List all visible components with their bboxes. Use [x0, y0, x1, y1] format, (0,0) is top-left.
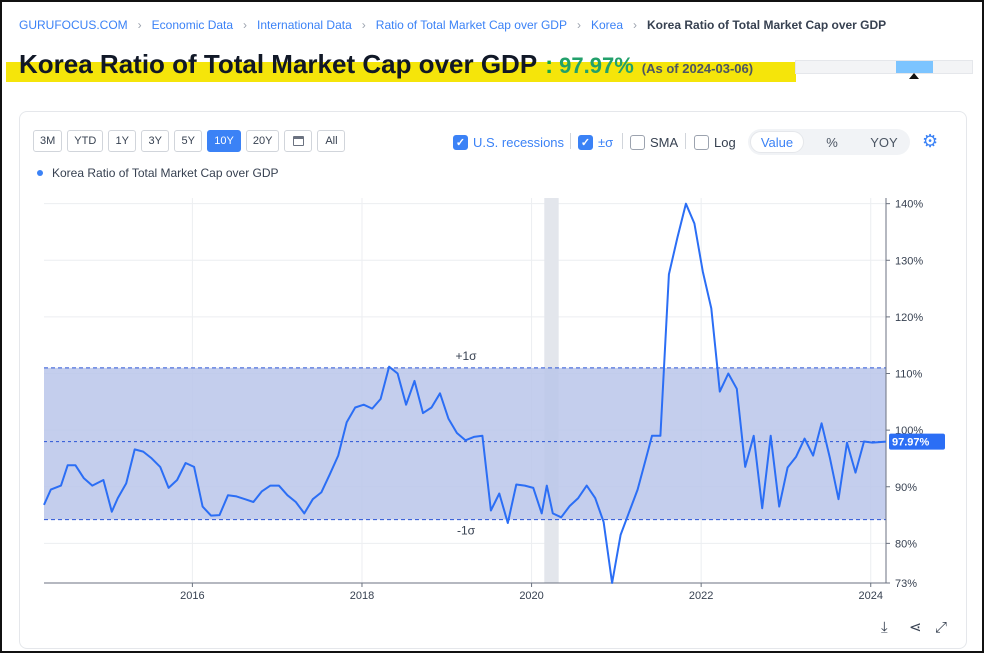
y-tick-label: 80% — [895, 538, 917, 550]
current-value: 97.97% — [559, 53, 634, 78]
checkbox-icon[interactable] — [630, 134, 645, 150]
y-tick-label: 140% — [895, 199, 923, 211]
chevron-right-icon: › — [243, 18, 248, 32]
range-buttons: 3M YTD 1Y 3Y 5Y 10Y 20Y All — [33, 130, 346, 152]
sigma-upper-label: +1σ — [455, 349, 477, 363]
checkbox-checked-icon[interactable]: ✓ — [453, 134, 468, 150]
mode-yoy[interactable]: YOY — [870, 134, 898, 150]
sma-toggle[interactable]: SMA — [630, 132, 678, 152]
breadcrumb-ratio[interactable]: Ratio of Total Market Cap over GDP — [375, 18, 567, 32]
chevron-right-icon: › — [137, 18, 142, 32]
range-1y[interactable]: 1Y — [108, 130, 137, 152]
gear-icon[interactable]: ⚙ — [922, 131, 939, 151]
x-tick-label: 2020 — [519, 590, 543, 602]
range-scrubber[interactable] — [795, 60, 973, 74]
page-title: Korea Ratio of Total Market Cap over GDP — [19, 49, 538, 79]
breadcrumb-current: Korea Ratio of Total Market Cap over GDP — [647, 18, 887, 32]
x-tick-label: 2018 — [350, 590, 374, 602]
chart-legend[interactable]: Korea Ratio of Total Market Cap over GDP — [37, 166, 279, 180]
share-icon[interactable]: ⋖ — [909, 619, 922, 636]
current-value-tag-label: 97.97% — [892, 437, 930, 449]
y-tick-label: 110% — [895, 369, 923, 381]
page-header: Korea Ratio of Total Market Cap over GDP… — [19, 49, 753, 80]
range-3m[interactable]: 3M — [33, 130, 63, 152]
series-line — [43, 202, 887, 584]
breadcrumb-korea[interactable]: Korea — [590, 18, 624, 32]
sigma-lower-label: -1σ — [457, 524, 476, 538]
y-tick-label: 90% — [895, 482, 917, 494]
chevron-right-icon: › — [576, 18, 581, 32]
as-of-date: (As of 2024-03-06) — [641, 61, 754, 76]
calendar-icon — [292, 136, 304, 146]
checkbox-icon[interactable] — [694, 134, 709, 150]
sigma-label: ±σ — [598, 134, 614, 150]
toolbar-divider — [685, 133, 686, 149]
current-value-tag — [889, 433, 945, 450]
mode-value[interactable]: Value — [750, 131, 804, 153]
checkbox-checked-icon[interactable]: ✓ — [578, 134, 593, 150]
us-recessions-toggle[interactable]: ✓ U.S. recessions — [453, 132, 564, 152]
range-20y[interactable]: 20Y — [245, 130, 280, 152]
chevron-right-icon: › — [361, 18, 366, 32]
toolbar-divider — [622, 133, 623, 149]
sigma-band — [44, 367, 886, 520]
range-all[interactable]: All — [317, 130, 346, 152]
x-tick-label: 2024 — [858, 590, 882, 602]
y-tick-label: 120% — [895, 312, 923, 324]
legend-label: Korea Ratio of Total Market Cap over GDP — [52, 166, 279, 180]
display-mode-switch: Value % YOY — [748, 129, 910, 155]
x-tick-label: 2016 — [180, 590, 204, 602]
sigma-toggle[interactable]: ✓ ±σ — [578, 132, 613, 152]
breadcrumb: GURUFOCUS.COM › Economic Data › Internat… — [19, 17, 886, 33]
toolbar-divider — [570, 133, 571, 149]
log-label: Log — [714, 134, 736, 150]
x-tick-label: 2022 — [689, 590, 713, 602]
range-ytd[interactable]: YTD — [67, 130, 104, 152]
mode-percent[interactable]: % — [826, 134, 838, 150]
breadcrumb-economic-data[interactable]: Economic Data — [151, 18, 234, 32]
range-10y[interactable]: 10Y — [207, 130, 241, 152]
breadcrumb-gurufocus[interactable]: GURUFOCUS.COM — [19, 18, 128, 32]
legend-marker — [37, 170, 43, 176]
range-5y[interactable]: 5Y — [174, 130, 203, 152]
sma-label: SMA — [650, 134, 679, 150]
us-recessions-label: U.S. recessions — [473, 134, 565, 150]
y-tick-label: 130% — [895, 255, 923, 267]
title-highlight — [6, 62, 796, 82]
breadcrumb-international-data[interactable]: International Data — [257, 18, 352, 32]
range-3y[interactable]: 3Y — [141, 130, 170, 152]
range-scrubber-thumb[interactable] — [896, 61, 933, 73]
download-icon[interactable]: ⤓ — [881, 619, 888, 636]
title-colon: : — [545, 52, 554, 79]
y-tick-label: 73% — [895, 578, 917, 590]
caret-up-icon — [909, 73, 919, 79]
log-toggle[interactable]: Log — [694, 132, 736, 152]
chevron-right-icon: › — [633, 18, 638, 32]
calendar-button[interactable] — [284, 130, 313, 152]
fullscreen-icon[interactable]: ⤢ — [935, 619, 948, 636]
